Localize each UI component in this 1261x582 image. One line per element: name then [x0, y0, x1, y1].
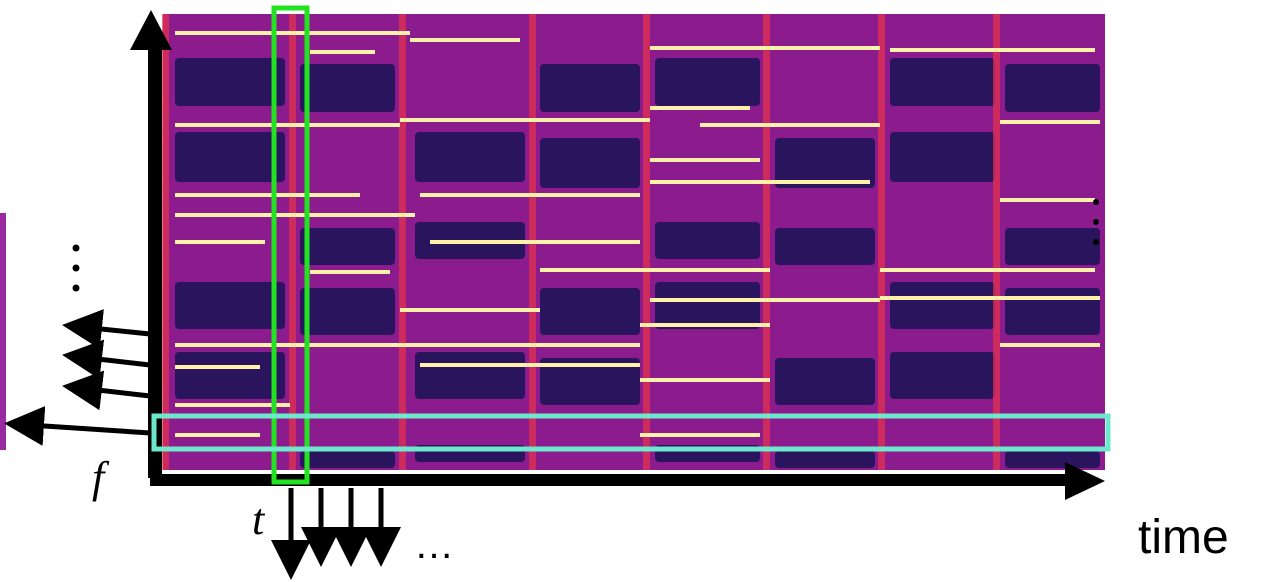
arrow — [14, 424, 150, 433]
arrow — [72, 387, 150, 396]
frame-label: t — [252, 495, 266, 544]
dot — [1093, 219, 1099, 225]
onset — [763, 14, 770, 470]
dark-block — [175, 352, 285, 399]
onset — [289, 14, 296, 470]
dark-block — [890, 352, 995, 399]
dark-block — [655, 58, 760, 106]
dark-block — [175, 58, 285, 106]
arrow — [72, 326, 150, 334]
dark-block — [1005, 64, 1100, 112]
side-strip — [0, 213, 6, 450]
dark-block — [175, 132, 285, 182]
frequency-arrows — [14, 326, 150, 433]
dark-block — [175, 282, 285, 329]
dot — [1093, 239, 1099, 245]
dot — [73, 265, 80, 272]
dark-block — [300, 451, 395, 468]
onset — [162, 14, 169, 470]
dot — [1093, 199, 1099, 205]
onset — [993, 14, 1000, 470]
onset — [643, 14, 650, 470]
dark-block — [775, 451, 875, 468]
dark-block — [775, 358, 875, 405]
more-label: … — [414, 523, 454, 567]
arrow — [72, 356, 150, 365]
dark-block — [415, 352, 525, 399]
onset — [399, 14, 406, 470]
dark-block — [415, 132, 525, 182]
dark-block — [540, 138, 640, 188]
time-label: time — [1138, 511, 1229, 564]
dark-block — [540, 64, 640, 112]
dark-block — [890, 132, 995, 182]
dark-block — [775, 228, 875, 265]
dark-block — [655, 222, 760, 259]
dark-block — [890, 58, 995, 106]
dot — [73, 245, 80, 252]
diagram: f t … time — [0, 0, 1261, 582]
dark-block — [890, 282, 995, 329]
dark-block — [1005, 228, 1100, 265]
onset — [878, 14, 885, 470]
dot — [73, 285, 80, 292]
dark-block — [540, 288, 640, 335]
dark-block — [300, 64, 395, 112]
frequency-label: f — [92, 453, 110, 502]
dark-block — [1005, 451, 1100, 468]
frame-arrows — [291, 488, 381, 570]
dark-block — [300, 288, 395, 335]
dark-block — [300, 228, 395, 265]
